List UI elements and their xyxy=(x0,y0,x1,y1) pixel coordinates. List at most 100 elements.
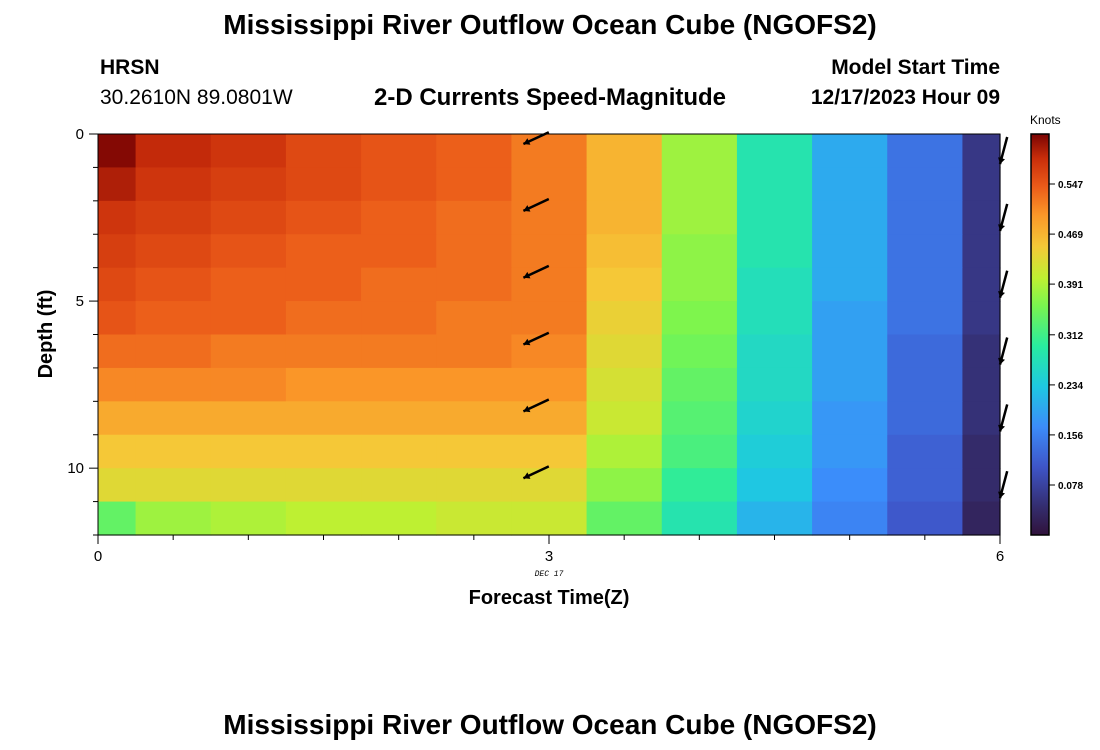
heatmap-cell xyxy=(135,334,212,369)
heatmap-cell xyxy=(210,200,287,235)
heatmap-cell xyxy=(98,267,137,302)
heatmap-cell xyxy=(135,401,212,436)
heatmap-cell xyxy=(361,367,437,402)
heatmap-cell xyxy=(661,367,738,402)
station-coordinates: 30.2610N 89.0801W xyxy=(100,86,293,109)
heatmap-cell xyxy=(135,134,212,169)
heatmap-cell xyxy=(962,167,1001,202)
heatmap-cell xyxy=(586,234,663,269)
heatmap-cell xyxy=(736,367,813,402)
heatmap-cell xyxy=(736,301,813,336)
heatmap-cell xyxy=(98,234,137,269)
heatmap-cell xyxy=(962,267,1001,302)
heatmap-cell xyxy=(812,200,888,235)
heatmap-cell xyxy=(285,200,362,235)
heatmap-cell xyxy=(436,267,513,302)
heatmap-cell xyxy=(361,200,437,235)
colorbar-tick-label: 0.469 xyxy=(1058,230,1083,241)
heatmap-cell xyxy=(962,468,1001,503)
heatmap-cell xyxy=(511,267,588,302)
heatmap-cell xyxy=(812,167,888,202)
heatmap-cell xyxy=(436,501,513,536)
heatmap-cell xyxy=(887,334,964,369)
heatmap-cell xyxy=(812,234,888,269)
heatmap-cell xyxy=(661,334,738,369)
heatmap-cell xyxy=(98,301,137,336)
heatmap-cell xyxy=(511,334,588,369)
x-axis-label: Forecast Time(Z) xyxy=(469,587,630,609)
heatmap-cell xyxy=(812,134,888,169)
heatmap-cell xyxy=(285,367,362,402)
heatmap-cell xyxy=(98,434,137,469)
heatmap-cell xyxy=(436,367,513,402)
vector-arrowhead xyxy=(523,338,531,346)
heatmap-cell xyxy=(210,468,287,503)
heatmap-cell xyxy=(285,468,362,503)
heatmap-cell xyxy=(210,167,287,202)
colorbar-tick-label: 0.547 xyxy=(1058,180,1083,191)
heatmap-cell xyxy=(210,234,287,269)
heatmap-cell xyxy=(661,501,738,536)
heatmap-cell xyxy=(135,468,212,503)
heatmap-cell xyxy=(812,367,888,402)
heatmap-cell xyxy=(98,200,137,235)
heatmap-cell xyxy=(887,267,964,302)
heatmap-cell xyxy=(436,434,513,469)
heatmap-cell xyxy=(436,167,513,202)
heatmap-cell xyxy=(285,134,362,169)
vector-arrowhead xyxy=(523,405,531,413)
heatmap-cell xyxy=(586,468,663,503)
heatmap-cell xyxy=(962,334,1001,369)
colorbar-tick-label: 0.078 xyxy=(1058,481,1083,492)
heatmap-cell xyxy=(361,334,437,369)
heatmap-cell xyxy=(962,234,1001,269)
heatmap-cell xyxy=(361,167,437,202)
colorbar-unit-label: Knots xyxy=(1030,113,1061,127)
heatmap-cell xyxy=(661,301,738,336)
heatmap-cell xyxy=(361,301,437,336)
heatmap-cell xyxy=(586,301,663,336)
x-date-label: DEC 17 xyxy=(535,570,564,579)
x-tick-label: 3 xyxy=(545,548,553,565)
heatmap-cell xyxy=(586,200,663,235)
heatmap-cell xyxy=(887,501,964,536)
heatmap-cell xyxy=(736,434,813,469)
heatmap-cell xyxy=(285,267,362,302)
heatmap-cell xyxy=(436,134,513,169)
heatmap-cell xyxy=(98,134,137,169)
heatmap-cell xyxy=(812,334,888,369)
heatmap-cell xyxy=(361,134,437,169)
heatmap-cell xyxy=(887,200,964,235)
heatmap-cell xyxy=(736,334,813,369)
heatmap-cell xyxy=(285,501,362,536)
heatmap-cell xyxy=(511,367,588,402)
heatmap-cell xyxy=(661,134,738,169)
y-tick-label: 0 xyxy=(76,126,84,143)
heatmap-cell xyxy=(661,234,738,269)
heatmap-cell xyxy=(812,401,888,436)
heatmap-cell xyxy=(586,134,663,169)
colorbar: 0.078 0.156 0.234 0.312 0.391 0.469 0.547 xyxy=(1030,133,1083,536)
heatmap-cell xyxy=(511,134,588,169)
heatmap-cell xyxy=(98,468,137,503)
heatmap-cell xyxy=(285,167,362,202)
heatmap-cell xyxy=(135,434,212,469)
heatmap-cell xyxy=(586,334,663,369)
vector-arrowhead xyxy=(523,271,531,279)
colorbar-gradient xyxy=(1030,133,1050,536)
heatmap-cell xyxy=(511,501,588,536)
heatmap-cell xyxy=(586,434,663,469)
chart-title: Mississippi River Outflow Ocean Cube (NG… xyxy=(223,9,877,40)
heatmap-cell xyxy=(98,401,137,436)
colorbar-tick-label: 0.234 xyxy=(1058,381,1083,392)
heatmap-cell xyxy=(962,301,1001,336)
heatmap-cell xyxy=(736,501,813,536)
heatmap-cell xyxy=(661,200,738,235)
heatmap-cell xyxy=(135,367,212,402)
heatmap-cell xyxy=(285,334,362,369)
heatmap-cell xyxy=(962,200,1001,235)
heatmap-cell xyxy=(511,234,588,269)
heatmap-cell xyxy=(436,401,513,436)
heatmap-cell xyxy=(361,501,437,536)
